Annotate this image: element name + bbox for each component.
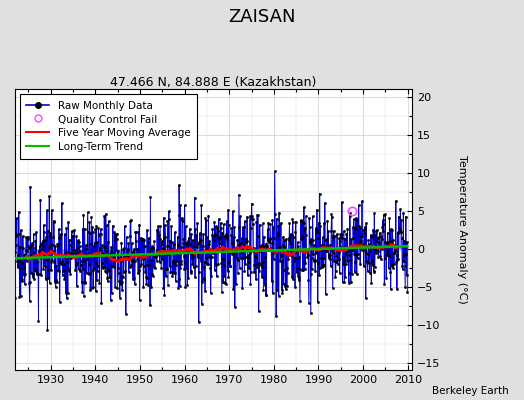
Text: ZAISAN: ZAISAN	[228, 8, 296, 26]
Text: Berkeley Earth: Berkeley Earth	[432, 386, 508, 396]
Title: 47.466 N, 84.888 E (Kazakhstan): 47.466 N, 84.888 E (Kazakhstan)	[111, 76, 317, 89]
Y-axis label: Temperature Anomaly (°C): Temperature Anomaly (°C)	[457, 155, 467, 304]
Legend: Raw Monthly Data, Quality Control Fail, Five Year Moving Average, Long-Term Tren: Raw Monthly Data, Quality Control Fail, …	[20, 94, 197, 158]
